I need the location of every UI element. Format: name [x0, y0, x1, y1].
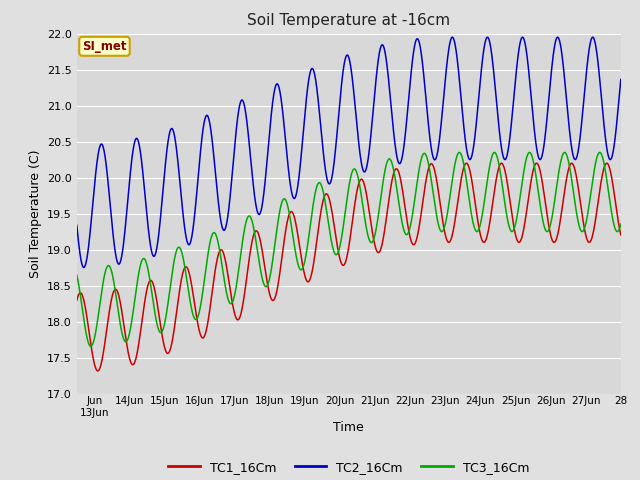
TC1_16Cm [617, 232, 625, 238]
Text: SI_met: SI_met [82, 40, 127, 53]
TC2_16Cm [323, 177, 331, 182]
TC3_16Cm [502, 206, 509, 212]
TC1_16Cm [101, 340, 109, 346]
X-axis label: Time: Time [333, 421, 364, 434]
TC3_16Cm [617, 221, 625, 227]
TC2_16Cm [101, 152, 109, 158]
TC3_16Cm [602, 169, 609, 175]
Title: Soil Temperature at -16cm: Soil Temperature at -16cm [247, 13, 451, 28]
TC1_16Cm [502, 170, 509, 176]
TC1_16Cm [602, 162, 609, 168]
TC1_16Cm [94, 368, 102, 374]
TC1_16Cm [338, 261, 346, 266]
TC2_16Cm [617, 77, 625, 83]
Legend: TC1_16Cm, TC2_16Cm, TC3_16Cm: TC1_16Cm, TC2_16Cm, TC3_16Cm [163, 456, 534, 479]
TC2_16Cm [502, 156, 509, 162]
TC3_16Cm [101, 271, 109, 276]
TC2_16Cm [338, 81, 346, 87]
TC3_16Cm [602, 168, 609, 173]
TC1_16Cm [603, 160, 611, 166]
TC3_16Cm [338, 235, 346, 240]
TC2_16Cm [602, 134, 609, 140]
TC3_16Cm [456, 150, 463, 156]
TC1_16Cm [601, 162, 609, 168]
Line: TC2_16Cm: TC2_16Cm [77, 37, 621, 267]
Y-axis label: Soil Temperature (C): Soil Temperature (C) [29, 149, 42, 278]
TC1_16Cm [323, 192, 331, 197]
Line: TC1_16Cm: TC1_16Cm [77, 163, 621, 371]
TC2_16Cm [449, 35, 456, 40]
TC3_16Cm [323, 212, 331, 217]
TC1_16Cm [73, 298, 81, 303]
TC2_16Cm [80, 264, 88, 270]
TC2_16Cm [602, 136, 609, 142]
TC2_16Cm [73, 222, 81, 228]
TC3_16Cm [87, 344, 95, 349]
Line: TC3_16Cm: TC3_16Cm [77, 153, 621, 347]
TC3_16Cm [73, 272, 81, 278]
